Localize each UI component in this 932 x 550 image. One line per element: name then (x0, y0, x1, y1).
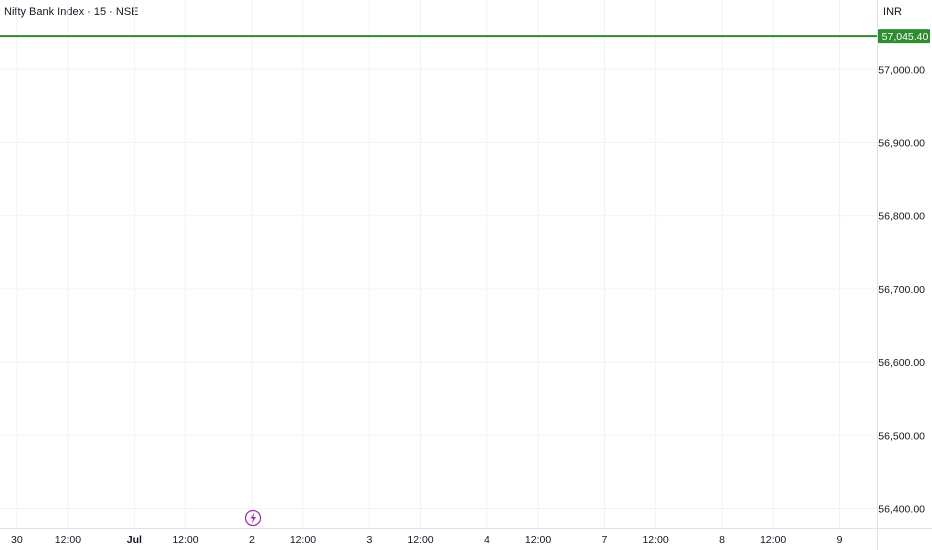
x-tick-label: Jul (127, 534, 142, 546)
price-tag-label: 57,045.40 (882, 31, 929, 43)
x-tick-label: 9 (837, 534, 843, 546)
y-tick-label: 56,700.00 (878, 284, 925, 296)
currency-label: INR (883, 6, 902, 18)
x-tick-label: 12:00 (55, 534, 81, 546)
x-tick-label: 4 (484, 534, 490, 546)
y-axis: 56,400.00 56,500.00 56,600.00 56,700.00 56,8… (878, 64, 925, 515)
x-tick-label: 8 (719, 534, 725, 546)
x-tick-label: 3 (366, 534, 372, 546)
y-tick-label: 56,600.00 (878, 357, 925, 369)
x-tick-label: 12:00 (525, 534, 551, 546)
x-tick-label: 12:00 (407, 534, 433, 546)
x-tick-label: 12:00 (760, 534, 786, 546)
y-tick-label: 56,400.00 (878, 504, 925, 516)
x-tick-label: 2 (249, 534, 255, 546)
x-tick-label: 12:00 (290, 534, 316, 546)
price-tags: 57,913.1057,553.1557,450.3057,442.7057,0… (878, 29, 930, 44)
chart-title: Nifty Bank Index · 15 · NSE (4, 6, 139, 18)
y-tick-label: 56,800.00 (878, 211, 925, 223)
x-tick-label: 12:00 (642, 534, 668, 546)
horizontal-levels (0, 35, 877, 38)
y-tick-label: 56,500.00 (878, 430, 925, 442)
x-tick-label: 30 (11, 534, 23, 546)
x-tick-label: 7 (602, 534, 608, 546)
x-axis: 30 12:00 Jul 12:00 2 12:00 3 12:00 4 12:00 7 12:00 8… (11, 534, 843, 546)
lightning-icon[interactable] (244, 509, 262, 527)
x-tick-label: 12:00 (172, 534, 198, 546)
y-tick-label: 57,000.00 (878, 64, 925, 76)
y-tick-label: 56,900.00 (878, 138, 925, 150)
price-tag (878, 29, 930, 44)
